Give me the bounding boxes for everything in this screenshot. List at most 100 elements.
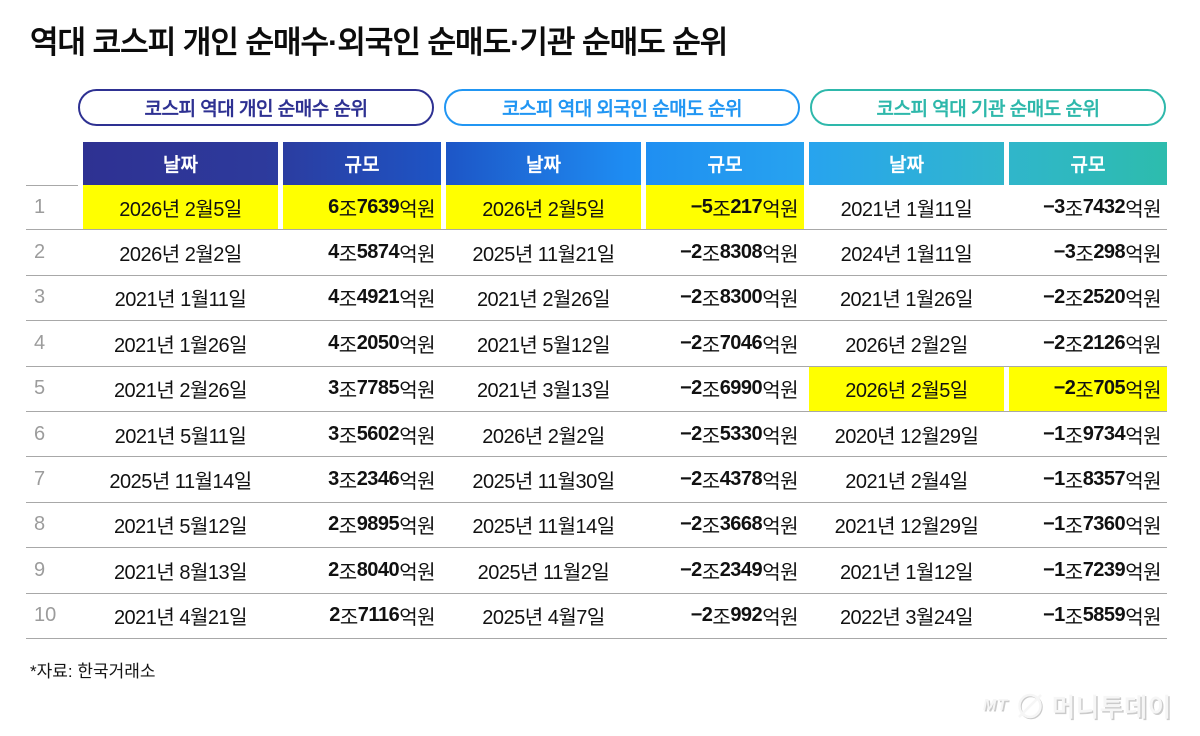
date-cell: 2026년 2월5일 (809, 366, 1004, 411)
value-cell: 3 조 7785 억원 (328, 377, 435, 403)
date-cell: 2021년 3월13일 (476, 380, 611, 403)
table-row: 5 2021년 2월26일 3 조 7785 억원 2021년 3월13일 −2 조 6990 억원… (26, 366, 1167, 412)
date-cell: 2025년 4월7일 (482, 607, 605, 630)
ranking-table: 날짜 규모 날짜 규모 날짜 규모 1 2026년 2월5일 6 조 7639 억원 2026년 2월… (26, 142, 1167, 639)
section-pill-individual-net-buy: 코스피 역대 개인 순매수 순위 (78, 89, 434, 126)
date-cell: 2025년 11월2일 (477, 561, 610, 584)
value-cell: −2 조 8300 억원 (679, 286, 799, 312)
value-cell: 4 조 4921 억원 (328, 286, 435, 312)
date-cell: 2026년 2월2일 (119, 244, 242, 267)
date-cell: 2026년 2월2일 (845, 334, 968, 357)
value-cell: −2 조 705 억원 (1009, 366, 1167, 411)
logo-circle-slash-icon (1018, 693, 1043, 720)
pill-label: 코스피 역대 기관 순매도 순위 (876, 99, 1100, 120)
header-separator (641, 142, 646, 185)
value-cell: −2 조 5330 억원 (679, 422, 799, 448)
value-cell: −1 조 7239 억원 (1042, 558, 1162, 584)
table-row: 8 2021년 5월12일 2 조 9895 억원 2025년 11월14일 −2 조 3668 억… (26, 503, 1167, 549)
rank-cell: 8 (34, 513, 46, 536)
date-cell: 2021년 1월26일 (839, 289, 974, 312)
table-header-cell-date: 날짜 (889, 155, 924, 176)
date-cell: 2021년 8월13일 (113, 561, 248, 584)
table-row: 10 2021년 4월21일 2 조 7116 억원 2025년 4월7일 −2 조 992 억원 2… (26, 594, 1167, 639)
value-cell: −1 조 8357 억원 (1042, 468, 1162, 494)
date-cell: 2021년 2월26일 (476, 289, 611, 312)
table-header-row: 날짜 규모 날짜 규모 날짜 규모 (83, 142, 1167, 185)
date-cell: 2025년 11월14일 (109, 471, 252, 494)
value-cell: −2 조 7046 억원 (679, 331, 799, 357)
table-row: 6 2021년 5월11일 3 조 5602 억원 2026년 2월2일 −2 조 5330 억원 2… (26, 412, 1167, 458)
date-cell: 2021년 2월26일 (113, 380, 248, 403)
value-cell: −2 조 6990 억원 (679, 377, 799, 403)
date-cell: 2021년 5월12일 (113, 516, 248, 539)
header-separator (804, 142, 809, 185)
date-cell: 2026년 2월2일 (482, 425, 605, 448)
value-cell: 2 조 7116 억원 (329, 604, 435, 630)
value-cell: 4 조 2050 억원 (328, 331, 435, 357)
value-cell: 2 조 9895 억원 (328, 513, 435, 539)
date-cell: 2021년 1월11일 (840, 198, 973, 221)
pill-label: 코스피 역대 외국인 순매도 순위 (502, 99, 742, 120)
value-cell: −2 조 2126 억원 (1042, 331, 1162, 357)
table-row: 7 2025년 11월14일 3 조 2346 억원 2025년 11월30일 −2 조 4378… (26, 457, 1167, 503)
table-header-cell-size: 규모 (707, 155, 743, 176)
rank-cell: 3 (34, 286, 46, 309)
table-header-cell-size: 규모 (1070, 155, 1106, 176)
value-cell: 3 조 2346 억원 (328, 468, 435, 494)
moneytoday-logo: MT 머니투데이 (983, 688, 1172, 724)
date-cell: 2021년 1월11일 (114, 289, 247, 312)
value-cell: −1 조 9734 억원 (1042, 422, 1162, 448)
table-body: 1 2026년 2월5일 6 조 7639 억원 2026년 2월5일 −5 조 217 억원 202… (26, 185, 1167, 639)
logo-mt-text: MT (982, 697, 1008, 714)
rank-cell: 6 (34, 422, 46, 445)
value-cell: 2 조 8040 억원 (328, 558, 435, 584)
rank-cell: 10 (34, 604, 57, 627)
table-row: 2 2026년 2월2일 4 조 5874 억원 2025년 11월21일 −2 조 8308 억원… (26, 230, 1167, 276)
date-cell: 2020년 12월29일 (834, 425, 979, 448)
table-row: 4 2021년 1월26일 4 조 2050 억원 2021년 5월12일 −2 조 7046 억원… (26, 321, 1167, 367)
pill-label: 코스피 역대 개인 순매수 순위 (144, 99, 368, 120)
date-cell: 2022년 3월24일 (839, 607, 974, 630)
value-cell: −5 조 217 억원 (646, 185, 804, 230)
value-cell: −3 조 298 억원 (1053, 241, 1162, 267)
rank-cell: 1 (26, 185, 78, 229)
date-cell: 2021년 1월12일 (839, 561, 974, 584)
rank-cell: 7 (34, 468, 46, 491)
value-cell: −2 조 3668 억원 (679, 513, 799, 539)
date-cell: 2024년 1월11일 (840, 244, 973, 267)
section-pill-institution-net-sell: 코스피 역대 기관 순매도 순위 (810, 89, 1166, 126)
rank-cell: 4 (34, 331, 46, 354)
rank-cell: 5 (34, 377, 46, 400)
rank-cell: 9 (34, 558, 46, 581)
table-header-cell-date: 날짜 (526, 155, 561, 176)
table-header-cell-size: 규모 (344, 155, 380, 176)
value-cell: −2 조 2520 억원 (1042, 286, 1162, 312)
date-cell: 2021년 12월29일 (834, 516, 979, 539)
header-separator (1004, 142, 1009, 185)
header-separator (441, 142, 446, 185)
value-cell: 4 조 5874 억원 (328, 241, 435, 267)
source-note: *자료: 한국거래소 (30, 661, 156, 681)
date-cell: 2021년 5월11일 (114, 425, 247, 448)
date-cell: 2021년 1월26일 (113, 334, 248, 357)
date-cell: 2021년 4월21일 (113, 607, 248, 630)
page-title: 역대 코스피 개인 순매수·외국인 순매도·기관 순매도 순위 (30, 25, 728, 60)
value-cell: 3 조 5602 억원 (328, 422, 435, 448)
date-cell: 2026년 2월5일 (446, 185, 641, 230)
table-row: 9 2021년 8월13일 2 조 8040 억원 2025년 11월2일 −2 조 2349 억원… (26, 548, 1167, 594)
table-row: 1 2026년 2월5일 6 조 7639 억원 2026년 2월5일 −5 조 217 억원 202… (26, 185, 1167, 231)
date-cell: 2025년 11월30일 (472, 471, 615, 494)
section-pill-foreign-net-sell: 코스피 역대 외국인 순매도 순위 (444, 89, 800, 126)
value-cell: −3 조 7432 억원 (1042, 195, 1162, 221)
rank-cell: 2 (34, 241, 46, 264)
value-cell: −1 조 7360 억원 (1042, 513, 1162, 539)
date-cell: 2025년 11월21일 (472, 244, 615, 267)
table-row: 3 2021년 1월11일 4 조 4921 억원 2021년 2월26일 −2 조 8300 억원… (26, 276, 1167, 322)
table-header-cell-date: 날짜 (163, 155, 198, 176)
date-cell: 2021년 2월4일 (845, 471, 968, 494)
section-pills: 코스피 역대 개인 순매수 순위 코스피 역대 외국인 순매도 순위 코스피 역… (78, 89, 1200, 126)
value-cell: −2 조 8308 억원 (679, 241, 799, 267)
date-cell: 2021년 5월12일 (476, 334, 611, 357)
header-separator (278, 142, 283, 185)
